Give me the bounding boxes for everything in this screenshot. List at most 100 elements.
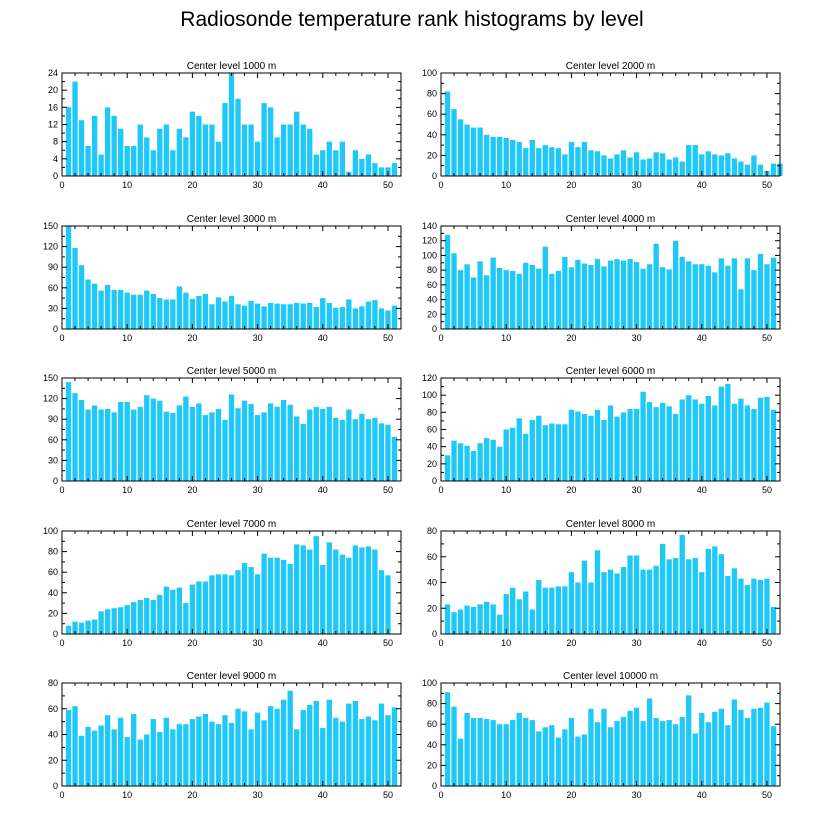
y-tick-label: 20 xyxy=(48,755,58,765)
histogram-bar xyxy=(150,150,156,176)
histogram-bar xyxy=(85,620,91,634)
y-tick-label: 60 xyxy=(427,552,437,562)
histogram-bar xyxy=(588,150,594,176)
histogram-bar xyxy=(731,568,738,634)
x-tick-label: 40 xyxy=(697,790,707,800)
histogram-bar xyxy=(326,141,332,176)
y-tick-label: 60 xyxy=(427,719,437,729)
histogram-bar xyxy=(326,406,332,481)
x-tick-label: 20 xyxy=(566,790,576,800)
histogram-bar xyxy=(712,272,718,329)
histogram-bar xyxy=(679,534,685,634)
histogram-bar xyxy=(131,294,137,329)
histogram-bar xyxy=(333,307,339,329)
histogram-bar xyxy=(98,290,104,329)
histogram-bar xyxy=(385,575,391,634)
y-tick-label: 0 xyxy=(53,476,58,486)
histogram-bar xyxy=(241,711,248,786)
histogram-bar xyxy=(241,305,248,329)
histogram-bar xyxy=(65,625,72,634)
histogram-bar xyxy=(124,605,130,634)
histogram-bar xyxy=(254,574,261,634)
histogram-bar xyxy=(575,411,581,481)
x-tick-label: 0 xyxy=(438,485,443,495)
histogram-bar xyxy=(614,259,620,329)
histogram-bar xyxy=(228,722,235,786)
histogram-bar xyxy=(497,724,503,786)
histogram-bar xyxy=(85,726,91,786)
histogram-bar xyxy=(679,716,685,786)
histogram-bar xyxy=(646,158,653,176)
histogram-bar xyxy=(588,264,594,329)
histogram-bar xyxy=(555,148,562,176)
histogram-bar xyxy=(757,397,764,481)
y-tick-label: 100 xyxy=(422,390,437,400)
y-tick-label: 20 xyxy=(427,309,437,319)
histogram-bar xyxy=(131,145,137,176)
histogram-bar xyxy=(72,247,78,329)
histogram-bar xyxy=(333,549,339,634)
histogram-bar xyxy=(72,706,78,786)
histogram-bar xyxy=(529,609,535,634)
histogram-bar xyxy=(391,305,398,329)
histogram-bar xyxy=(222,103,228,176)
histogram-bar xyxy=(183,396,189,481)
histogram-bar xyxy=(261,720,267,786)
histogram-bar xyxy=(261,306,267,329)
histogram-bar xyxy=(300,303,306,329)
histogram-bar xyxy=(607,569,614,635)
histogram-bar xyxy=(235,708,241,786)
x-tick-label: 50 xyxy=(383,485,393,495)
histogram-bar xyxy=(620,412,627,481)
histogram-bar xyxy=(144,290,150,329)
histogram-bar xyxy=(659,153,666,176)
histogram-bar xyxy=(300,545,306,634)
histogram-bar xyxy=(588,415,594,481)
histogram-bar xyxy=(267,557,274,634)
histogram-panel: Center level 9000 m 0 10 20 30 40 50 0 20 40 60 80 xyxy=(48,671,402,800)
histogram-bar xyxy=(594,722,601,786)
histogram-bar xyxy=(640,391,646,481)
histogram-bar xyxy=(470,277,477,329)
histogram-bar xyxy=(464,605,470,634)
y-tick-label: 0 xyxy=(432,324,437,334)
histogram-bar xyxy=(516,599,522,634)
y-tick-label: 150 xyxy=(43,221,58,231)
histogram-bar xyxy=(307,409,313,481)
histogram-bar xyxy=(607,727,614,786)
histogram-bar xyxy=(751,708,757,786)
histogram-bar xyxy=(104,107,111,176)
histogram-bar xyxy=(124,402,130,481)
histogram-bar xyxy=(646,569,653,635)
histogram-bar xyxy=(372,549,378,634)
histogram-bar xyxy=(588,708,594,786)
histogram-bar xyxy=(294,544,300,634)
histogram-bar xyxy=(359,158,365,176)
histogram-bar xyxy=(536,268,542,329)
histogram-bar xyxy=(451,253,457,329)
histogram-bar xyxy=(738,398,744,481)
histogram-bar xyxy=(523,591,529,634)
histogram-bar xyxy=(562,729,568,786)
histogram-bar xyxy=(228,575,235,634)
histogram-bar xyxy=(523,262,529,329)
histogram-bar xyxy=(111,608,117,634)
histogram-bar xyxy=(614,721,620,786)
y-tick-label: 20 xyxy=(427,760,437,770)
histogram-bar xyxy=(699,154,705,176)
histogram-bar xyxy=(215,297,222,329)
y-tick-label: 100 xyxy=(422,250,437,260)
histogram-bar xyxy=(280,124,287,176)
x-tick-label: 40 xyxy=(697,485,707,495)
histogram-bar xyxy=(712,405,718,481)
histogram-bar xyxy=(457,738,464,786)
histogram-bar xyxy=(568,718,575,786)
x-tick-label: 50 xyxy=(383,790,393,800)
histogram-bar xyxy=(444,692,451,786)
x-tick-label: 0 xyxy=(59,790,64,800)
histogram-bar xyxy=(444,604,451,634)
histogram-bar xyxy=(640,721,646,786)
histogram-bar xyxy=(365,301,372,329)
histogram-panel: Center level 2000 m 0 10 20 30 40 50 0 20 40 60 80 1… xyxy=(422,61,783,190)
histogram-bar xyxy=(497,614,503,634)
